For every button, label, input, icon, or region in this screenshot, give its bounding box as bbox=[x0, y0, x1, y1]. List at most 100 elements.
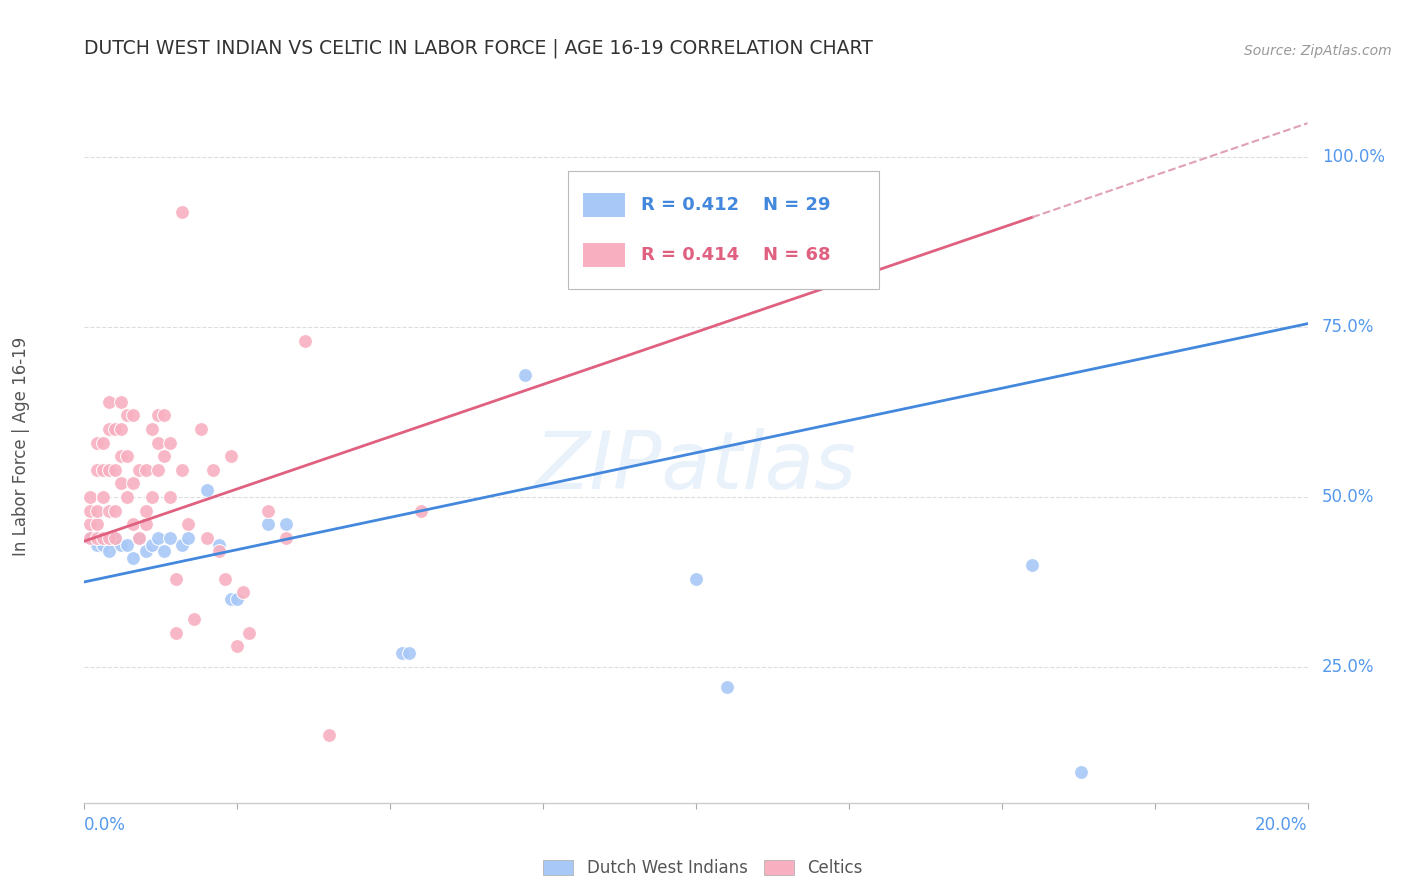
Point bbox=[208, 537, 231, 551]
Point bbox=[86, 435, 108, 450]
Point bbox=[257, 503, 280, 517]
Point bbox=[91, 531, 114, 545]
Point bbox=[226, 640, 249, 654]
Point bbox=[86, 531, 108, 545]
Point bbox=[513, 368, 536, 382]
Point bbox=[86, 463, 108, 477]
Point bbox=[685, 572, 707, 586]
Point bbox=[276, 531, 298, 545]
Text: 100.0%: 100.0% bbox=[1322, 148, 1385, 166]
Point bbox=[232, 585, 254, 599]
Text: 75.0%: 75.0% bbox=[1322, 318, 1374, 336]
Point bbox=[104, 503, 127, 517]
Point bbox=[146, 435, 169, 450]
Point bbox=[79, 531, 101, 545]
FancyBboxPatch shape bbox=[583, 243, 626, 268]
Point bbox=[172, 537, 194, 551]
Point bbox=[97, 422, 120, 436]
Point bbox=[128, 531, 150, 545]
Text: ZIPatlas: ZIPatlas bbox=[534, 428, 858, 507]
Point bbox=[110, 394, 132, 409]
Point bbox=[141, 537, 163, 551]
Text: 20.0%: 20.0% bbox=[1256, 816, 1308, 834]
Point bbox=[115, 449, 138, 463]
Point bbox=[409, 503, 432, 517]
Point bbox=[195, 483, 218, 498]
Point bbox=[238, 626, 260, 640]
Point bbox=[97, 463, 120, 477]
Point bbox=[219, 591, 242, 606]
Point bbox=[165, 626, 187, 640]
Point bbox=[1021, 558, 1043, 572]
Point bbox=[91, 435, 114, 450]
Point bbox=[398, 646, 420, 660]
Text: 25.0%: 25.0% bbox=[1322, 658, 1374, 676]
Text: 50.0%: 50.0% bbox=[1322, 488, 1374, 506]
Point bbox=[183, 612, 205, 626]
Point bbox=[135, 503, 157, 517]
Point bbox=[115, 409, 138, 423]
Text: R = 0.414: R = 0.414 bbox=[641, 246, 740, 264]
Point bbox=[135, 544, 157, 558]
Point bbox=[97, 544, 120, 558]
Point bbox=[135, 517, 157, 532]
Point bbox=[153, 449, 176, 463]
Point bbox=[104, 531, 127, 545]
Point bbox=[128, 531, 150, 545]
Point bbox=[208, 544, 231, 558]
Point bbox=[177, 517, 200, 532]
Point bbox=[257, 517, 280, 532]
Point bbox=[727, 170, 749, 185]
Point bbox=[110, 476, 132, 491]
Legend: Dutch West Indians, Celtics: Dutch West Indians, Celtics bbox=[537, 853, 869, 884]
Point bbox=[79, 517, 101, 532]
Point bbox=[201, 463, 224, 477]
Point bbox=[153, 409, 176, 423]
Point bbox=[79, 503, 101, 517]
Text: DUTCH WEST INDIAN VS CELTIC IN LABOR FORCE | AGE 16-19 CORRELATION CHART: DUTCH WEST INDIAN VS CELTIC IN LABOR FOR… bbox=[84, 38, 873, 58]
Point bbox=[91, 463, 114, 477]
Point bbox=[159, 490, 181, 504]
Point bbox=[318, 728, 340, 742]
Point bbox=[110, 422, 132, 436]
Point bbox=[716, 680, 738, 694]
Point bbox=[79, 490, 101, 504]
Point bbox=[141, 422, 163, 436]
Point bbox=[122, 409, 145, 423]
Point bbox=[97, 394, 120, 409]
Point bbox=[91, 490, 114, 504]
Point bbox=[219, 449, 242, 463]
Point bbox=[110, 537, 132, 551]
Point bbox=[141, 490, 163, 504]
Point bbox=[172, 463, 194, 477]
Point bbox=[128, 463, 150, 477]
Point bbox=[153, 544, 176, 558]
Text: N = 29: N = 29 bbox=[763, 196, 831, 214]
Point bbox=[172, 204, 194, 219]
Point bbox=[122, 517, 145, 532]
Point bbox=[1070, 765, 1092, 780]
Point bbox=[86, 537, 108, 551]
Point bbox=[159, 435, 181, 450]
Point bbox=[727, 170, 749, 185]
Point bbox=[115, 490, 138, 504]
Point bbox=[97, 503, 120, 517]
Text: R = 0.412: R = 0.412 bbox=[641, 196, 740, 214]
Point bbox=[214, 572, 236, 586]
Point bbox=[159, 531, 181, 545]
Point bbox=[104, 463, 127, 477]
Point bbox=[86, 503, 108, 517]
Text: 0.0%: 0.0% bbox=[84, 816, 127, 834]
Point bbox=[135, 463, 157, 477]
FancyBboxPatch shape bbox=[583, 193, 626, 218]
Point bbox=[190, 422, 212, 436]
Point bbox=[115, 537, 138, 551]
Point bbox=[294, 334, 316, 348]
Point bbox=[276, 517, 298, 532]
Point bbox=[177, 531, 200, 545]
Point bbox=[110, 449, 132, 463]
Point bbox=[122, 476, 145, 491]
Point bbox=[86, 517, 108, 532]
Point bbox=[165, 572, 187, 586]
Text: In Labor Force | Age 16-19: In Labor Force | Age 16-19 bbox=[13, 336, 30, 556]
